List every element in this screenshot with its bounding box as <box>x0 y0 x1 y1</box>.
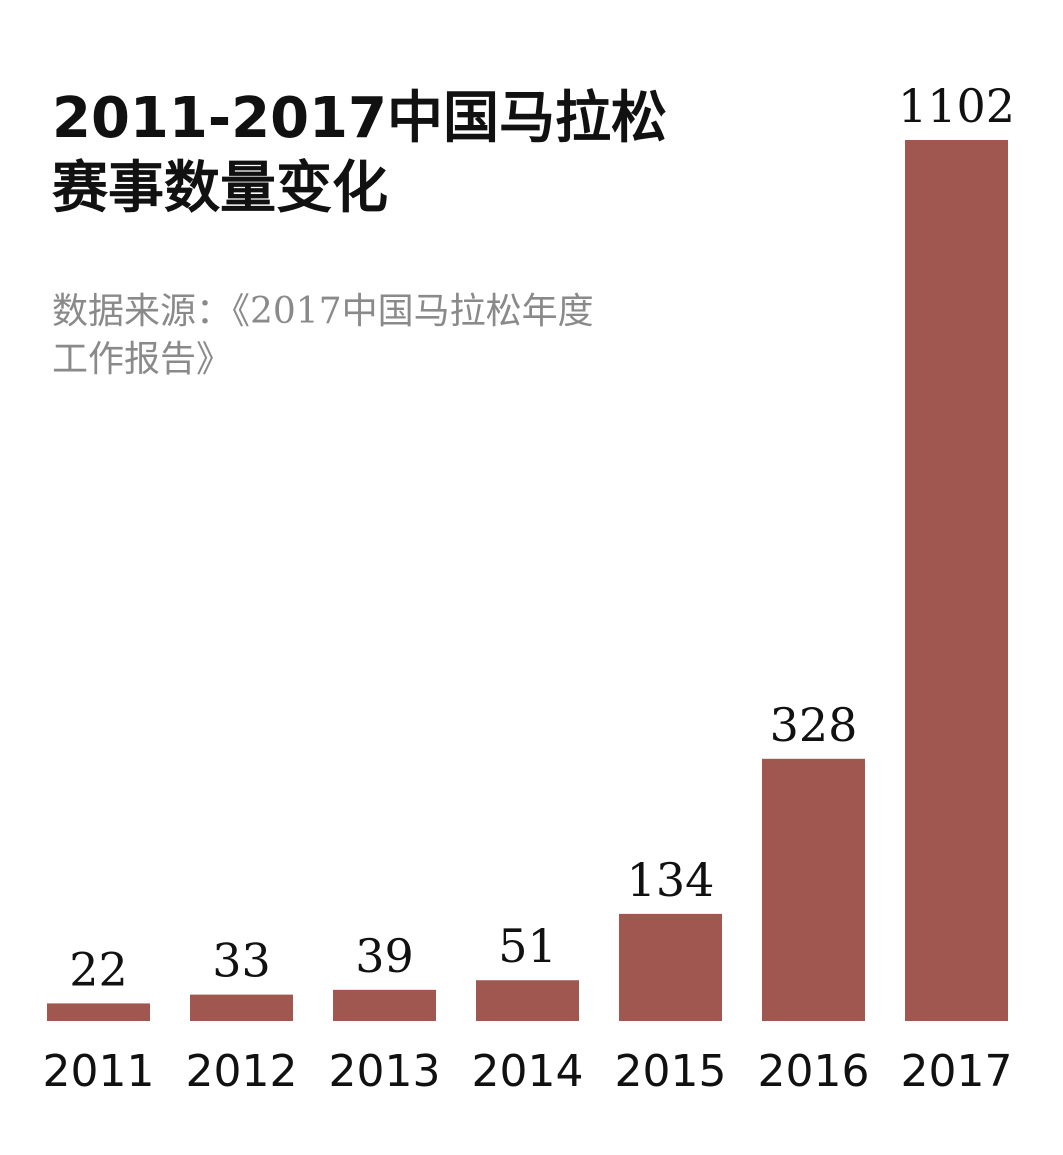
category-label-2012: 2012 <box>186 1046 298 1097</box>
data-source-line-2: 工作报告》 <box>52 339 233 380</box>
data-source-note: 数据来源：《2017中国马拉松年度 工作报告》 <box>52 288 672 384</box>
category-label-2014: 2014 <box>472 1046 584 1097</box>
bar-2012 <box>190 994 293 1021</box>
chart-title-line-1: 2011-2017中国马拉松 <box>52 86 667 151</box>
bar-2016 <box>762 758 865 1021</box>
category-label-2017: 2017 <box>901 1046 1013 1097</box>
value-label-2013: 39 <box>355 929 414 983</box>
bar-2011 <box>47 1003 150 1021</box>
value-label-2012: 33 <box>212 934 271 988</box>
category-label-2015: 2015 <box>615 1046 727 1097</box>
value-label-2015: 134 <box>627 853 715 907</box>
chart-title-line-2: 赛事数量变化 <box>52 156 388 221</box>
value-label-2011: 22 <box>69 942 128 996</box>
bar-2015 <box>619 913 722 1021</box>
value-label-2017: 1102 <box>898 79 1015 133</box>
category-label-2011: 2011 <box>43 1046 155 1097</box>
category-label-2013: 2013 <box>329 1046 441 1097</box>
bar-2014 <box>476 980 579 1021</box>
data-source-line-1: 数据来源：《2017中国马拉松年度 <box>52 291 594 332</box>
value-label-2016: 328 <box>770 698 858 752</box>
chart-title: 2011-2017中国马拉松 赛事数量变化 <box>52 84 672 224</box>
bar-2013 <box>333 989 436 1021</box>
bar-2017 <box>905 140 1008 1021</box>
category-label-2016: 2016 <box>758 1046 870 1097</box>
value-label-2014: 51 <box>498 919 557 973</box>
